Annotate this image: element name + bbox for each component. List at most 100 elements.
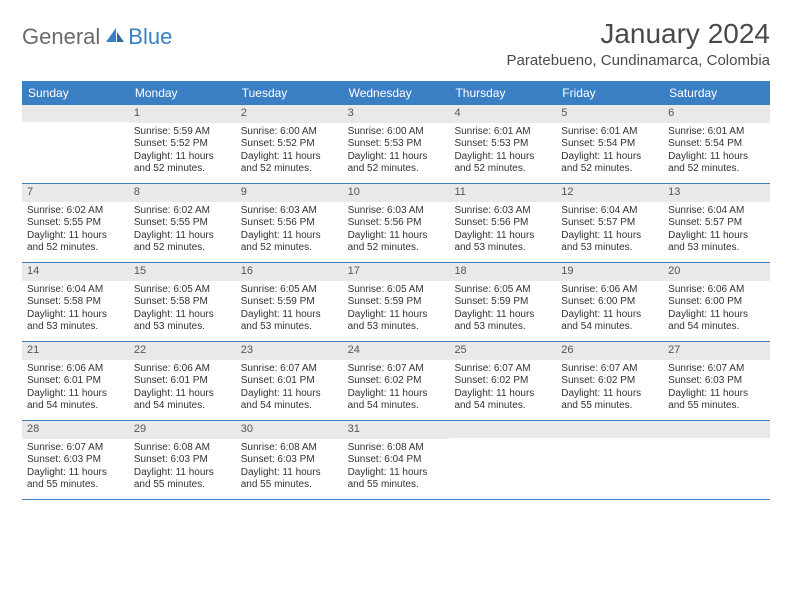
- cell-line: Daylight: 11 hours: [27, 467, 124, 480]
- cell-line: and 52 minutes.: [134, 242, 231, 255]
- calendar-cell: 24Sunrise: 6:07 AMSunset: 6:02 PMDayligh…: [343, 342, 450, 420]
- week-row: 1Sunrise: 5:59 AMSunset: 5:52 PMDaylight…: [22, 105, 770, 184]
- cell-line: Sunrise: 6:04 AM: [27, 284, 124, 297]
- calendar-cell: 22Sunrise: 6:06 AMSunset: 6:01 PMDayligh…: [129, 342, 236, 420]
- day-header: Friday: [556, 81, 663, 105]
- cell-line: Sunset: 5:56 PM: [348, 217, 445, 230]
- cell-line: Daylight: 11 hours: [134, 230, 231, 243]
- weeks-container: 1Sunrise: 5:59 AMSunset: 5:52 PMDaylight…: [22, 105, 770, 500]
- cell-line: Sunrise: 6:03 AM: [348, 205, 445, 218]
- cell-body: Sunrise: 6:05 AMSunset: 5:59 PMDaylight:…: [343, 281, 450, 338]
- cell-line: Sunrise: 6:05 AM: [348, 284, 445, 297]
- calendar: SundayMondayTuesdayWednesdayThursdayFrid…: [22, 81, 770, 500]
- cell-line: Sunrise: 6:07 AM: [27, 442, 124, 455]
- cell-line: and 54 minutes.: [134, 400, 231, 413]
- cell-line: Sunrise: 6:06 AM: [134, 363, 231, 376]
- calendar-cell: 6Sunrise: 6:01 AMSunset: 5:54 PMDaylight…: [663, 105, 770, 183]
- cell-line: and 52 minutes.: [134, 163, 231, 176]
- cell-line: Daylight: 11 hours: [561, 151, 658, 164]
- calendar-cell: 25Sunrise: 6:07 AMSunset: 6:02 PMDayligh…: [449, 342, 556, 420]
- logo-text-blue: Blue: [128, 24, 172, 50]
- day-number: 31: [343, 421, 450, 439]
- cell-body: Sunrise: 6:00 AMSunset: 5:52 PMDaylight:…: [236, 123, 343, 180]
- day-number: [556, 421, 663, 438]
- cell-line: Sunset: 5:54 PM: [668, 138, 765, 151]
- calendar-cell: 3Sunrise: 6:00 AMSunset: 5:53 PMDaylight…: [343, 105, 450, 183]
- cell-line: and 52 minutes.: [348, 242, 445, 255]
- cell-line: Sunrise: 6:00 AM: [348, 126, 445, 139]
- calendar-cell: 28Sunrise: 6:07 AMSunset: 6:03 PMDayligh…: [22, 421, 129, 499]
- cell-line: Daylight: 11 hours: [241, 388, 338, 401]
- day-number: 15: [129, 263, 236, 281]
- cell-line: and 52 minutes.: [241, 163, 338, 176]
- day-number: [449, 421, 556, 438]
- cell-line: Sunrise: 6:06 AM: [27, 363, 124, 376]
- calendar-cell: 10Sunrise: 6:03 AMSunset: 5:56 PMDayligh…: [343, 184, 450, 262]
- week-row: 21Sunrise: 6:06 AMSunset: 6:01 PMDayligh…: [22, 342, 770, 421]
- cell-line: Sunrise: 6:02 AM: [134, 205, 231, 218]
- cell-body: Sunrise: 6:03 AMSunset: 5:56 PMDaylight:…: [449, 202, 556, 259]
- cell-line: Sunset: 5:59 PM: [348, 296, 445, 309]
- cell-line: Sunrise: 6:01 AM: [561, 126, 658, 139]
- cell-line: and 53 minutes.: [134, 321, 231, 334]
- cell-line: Sunset: 5:59 PM: [241, 296, 338, 309]
- cell-body: Sunrise: 6:06 AMSunset: 6:00 PMDaylight:…: [663, 281, 770, 338]
- cell-line: Sunset: 6:00 PM: [561, 296, 658, 309]
- cell-line: and 53 minutes.: [241, 321, 338, 334]
- cell-line: and 53 minutes.: [27, 321, 124, 334]
- calendar-cell: 13Sunrise: 6:04 AMSunset: 5:57 PMDayligh…: [663, 184, 770, 262]
- cell-line: Daylight: 11 hours: [454, 388, 551, 401]
- calendar-cell: [22, 105, 129, 183]
- cell-line: and 52 minutes.: [668, 163, 765, 176]
- cell-line: Sunset: 5:57 PM: [668, 217, 765, 230]
- day-number: 18: [449, 263, 556, 281]
- calendar-cell: 21Sunrise: 6:06 AMSunset: 6:01 PMDayligh…: [22, 342, 129, 420]
- cell-line: Sunrise: 6:06 AM: [668, 284, 765, 297]
- calendar-cell: 27Sunrise: 6:07 AMSunset: 6:03 PMDayligh…: [663, 342, 770, 420]
- calendar-cell: [556, 421, 663, 499]
- cell-line: and 53 minutes.: [561, 242, 658, 255]
- calendar-cell: 14Sunrise: 6:04 AMSunset: 5:58 PMDayligh…: [22, 263, 129, 341]
- cell-line: and 52 minutes.: [27, 242, 124, 255]
- cell-line: Daylight: 11 hours: [134, 309, 231, 322]
- day-number: 9: [236, 184, 343, 202]
- cell-line: Daylight: 11 hours: [27, 388, 124, 401]
- cell-line: and 55 minutes.: [134, 479, 231, 492]
- day-number: 22: [129, 342, 236, 360]
- cell-body: Sunrise: 6:05 AMSunset: 5:59 PMDaylight:…: [449, 281, 556, 338]
- calendar-cell: 29Sunrise: 6:08 AMSunset: 6:03 PMDayligh…: [129, 421, 236, 499]
- calendar-cell: 17Sunrise: 6:05 AMSunset: 5:59 PMDayligh…: [343, 263, 450, 341]
- cell-line: Sunrise: 6:01 AM: [668, 126, 765, 139]
- cell-line: Daylight: 11 hours: [27, 230, 124, 243]
- day-number: 4: [449, 105, 556, 123]
- day-number: 10: [343, 184, 450, 202]
- cell-line: and 55 minutes.: [27, 479, 124, 492]
- cell-line: Daylight: 11 hours: [134, 151, 231, 164]
- day-number: 29: [129, 421, 236, 439]
- cell-line: Sunset: 5:55 PM: [134, 217, 231, 230]
- cell-line: Sunset: 6:02 PM: [454, 375, 551, 388]
- cell-body: Sunrise: 6:04 AMSunset: 5:58 PMDaylight:…: [22, 281, 129, 338]
- cell-line: and 54 minutes.: [668, 321, 765, 334]
- cell-line: and 52 minutes.: [348, 163, 445, 176]
- cell-body: Sunrise: 6:03 AMSunset: 5:56 PMDaylight:…: [343, 202, 450, 259]
- day-number: 20: [663, 263, 770, 281]
- cell-line: Sunset: 6:03 PM: [134, 454, 231, 467]
- calendar-cell: 12Sunrise: 6:04 AMSunset: 5:57 PMDayligh…: [556, 184, 663, 262]
- cell-body: Sunrise: 6:06 AMSunset: 6:01 PMDaylight:…: [22, 360, 129, 417]
- cell-line: Sunset: 6:01 PM: [241, 375, 338, 388]
- cell-line: Daylight: 11 hours: [134, 388, 231, 401]
- calendar-cell: 11Sunrise: 6:03 AMSunset: 5:56 PMDayligh…: [449, 184, 556, 262]
- cell-body: Sunrise: 6:07 AMSunset: 6:03 PMDaylight:…: [663, 360, 770, 417]
- day-number: 16: [236, 263, 343, 281]
- cell-line: Daylight: 11 hours: [348, 230, 445, 243]
- calendar-cell: 30Sunrise: 6:08 AMSunset: 6:03 PMDayligh…: [236, 421, 343, 499]
- cell-line: Daylight: 11 hours: [134, 467, 231, 480]
- cell-body: Sunrise: 6:07 AMSunset: 6:01 PMDaylight:…: [236, 360, 343, 417]
- cell-line: Sunrise: 6:05 AM: [241, 284, 338, 297]
- day-number: 14: [22, 263, 129, 281]
- cell-line: Sunrise: 6:07 AM: [241, 363, 338, 376]
- day-number: 11: [449, 184, 556, 202]
- cell-line: Daylight: 11 hours: [241, 151, 338, 164]
- day-header: Monday: [129, 81, 236, 105]
